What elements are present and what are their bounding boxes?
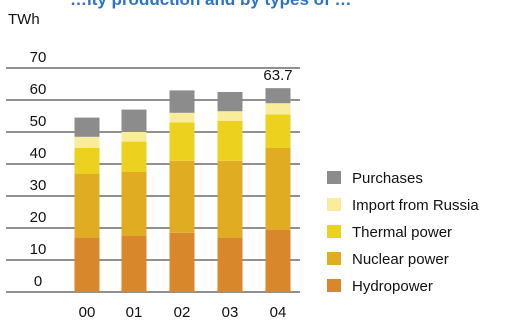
bar-import-from-russia: [121, 132, 147, 142]
legend: Purchases Import from Russia Thermal power…: [327, 170, 479, 295]
bar-purchases: [265, 88, 291, 104]
bar-nuclear-power: [169, 160, 195, 233]
data-label: 63.7: [263, 67, 292, 84]
legend-swatch: [327, 171, 341, 184]
legend-swatch: [327, 198, 341, 211]
bar-hydropower: [121, 236, 147, 292]
x-tick-label: 00: [79, 304, 96, 321]
x-tick-label: 03: [222, 304, 239, 321]
bar-nuclear-power: [121, 172, 147, 236]
y-axis-label: TWh: [8, 11, 40, 28]
bar-import-from-russia: [74, 136, 100, 148]
y-tick-label: 30: [30, 177, 47, 194]
chart-title: …ity production and by types of …: [70, 0, 351, 9]
bar-hydropower: [265, 229, 291, 292]
plot-area: 0 10 20 30 40 50 60 70 00 01 02 03 04 63.7: [6, 49, 300, 321]
legend-label: Thermal power: [352, 224, 452, 241]
x-tick-label: 02: [174, 304, 191, 321]
y-tick-label: 60: [30, 81, 47, 98]
bar-purchases: [74, 117, 100, 137]
legend-label: Nuclear power: [352, 251, 449, 268]
bar-hydropower: [169, 232, 195, 292]
bar-purchases: [169, 90, 195, 113]
y-tick-label: 40: [30, 145, 47, 162]
bar-thermal-power: [265, 114, 291, 148]
legend-swatch: [327, 252, 341, 265]
bar-import-from-russia: [265, 103, 291, 115]
legend-label: Purchases: [352, 170, 423, 187]
legend-label: Import from Russia: [352, 197, 479, 214]
y-tick-label: 10: [30, 241, 47, 258]
bar-nuclear-power: [217, 160, 243, 238]
bar-purchases: [217, 92, 243, 112]
x-tick-label: 04: [270, 304, 287, 321]
bar-thermal-power: [169, 122, 195, 161]
bar-hydropower: [74, 237, 100, 292]
bar-hydropower: [217, 237, 243, 292]
legend-swatch: [327, 225, 341, 238]
bar-nuclear-power: [74, 173, 100, 238]
bar-thermal-power: [217, 120, 243, 161]
bar-nuclear-power: [265, 148, 291, 230]
y-tick-label: 50: [30, 113, 47, 130]
legend-label: Hydropower: [352, 278, 433, 295]
y-tick-label: 0: [34, 273, 42, 290]
x-tick-label: 01: [126, 304, 143, 321]
bar-thermal-power: [74, 148, 100, 174]
legend-swatch: [327, 279, 341, 292]
y-tick-label: 70: [30, 49, 47, 66]
bar-purchases: [121, 109, 147, 132]
bar-import-from-russia: [169, 112, 195, 123]
y-tick-label: 20: [30, 209, 47, 226]
bar-import-from-russia: [217, 111, 243, 121]
bar-thermal-power: [121, 141, 147, 172]
